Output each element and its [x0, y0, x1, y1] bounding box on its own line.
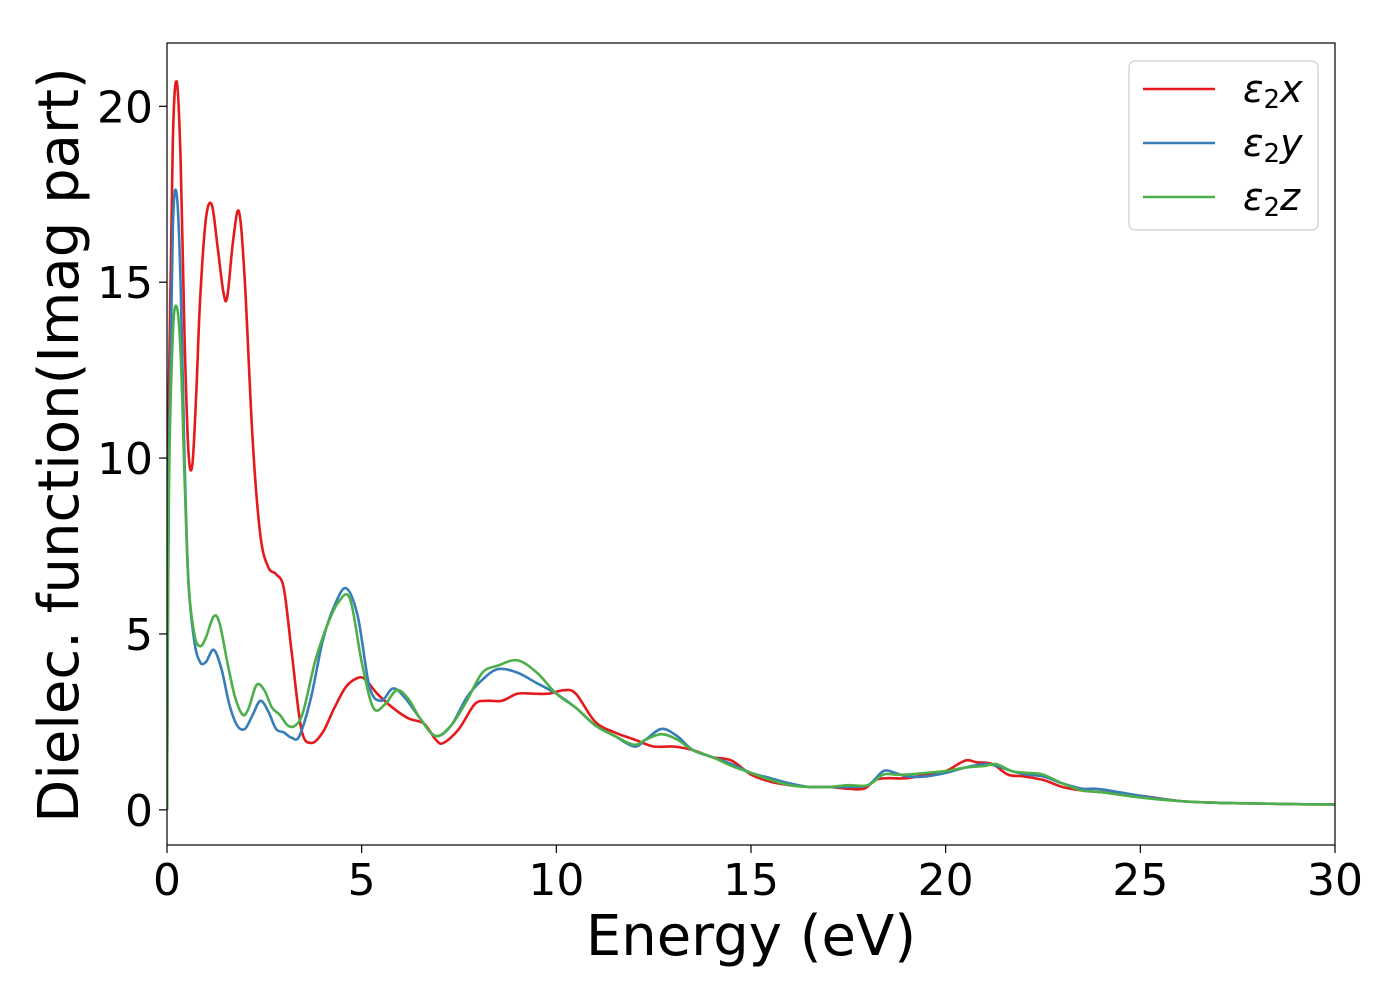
ticks-layer: 0 5 10 15 20 25 30 0 5 10 15 20 — [97, 82, 1363, 906]
series-line-z — [167, 304, 1335, 810]
legend-label-y: ε2y — [1243, 121, 1303, 169]
x-axis-title: Energy (eV) — [586, 904, 916, 969]
y-tick-label: 0 — [125, 786, 153, 837]
x-tick-label: 25 — [1112, 855, 1168, 906]
series-line-y — [167, 188, 1335, 810]
x-tick-label: 20 — [918, 855, 974, 906]
y-tick-label: 20 — [97, 82, 153, 133]
legend-label-z: ε2z — [1243, 175, 1301, 223]
x-tick-label: 15 — [723, 855, 779, 906]
series-line-x — [167, 80, 1335, 810]
legend: ε2x ε2y ε2z — [1128, 60, 1319, 231]
x-tick-label: 5 — [348, 855, 376, 906]
x-tick-label: 10 — [528, 855, 584, 906]
y-axis-title: Dielec. function(Imag part) — [27, 67, 92, 823]
x-tick-label: 0 — [153, 855, 181, 906]
legend-label-x: ε2x — [1243, 67, 1303, 115]
y-tick-label: 5 — [125, 610, 153, 661]
x-tick-label: 30 — [1307, 855, 1363, 906]
y-tick-label: 15 — [97, 258, 153, 309]
series-layer — [167, 80, 1335, 810]
y-tick-label: 10 — [97, 434, 153, 485]
legend-box — [1128, 60, 1319, 231]
